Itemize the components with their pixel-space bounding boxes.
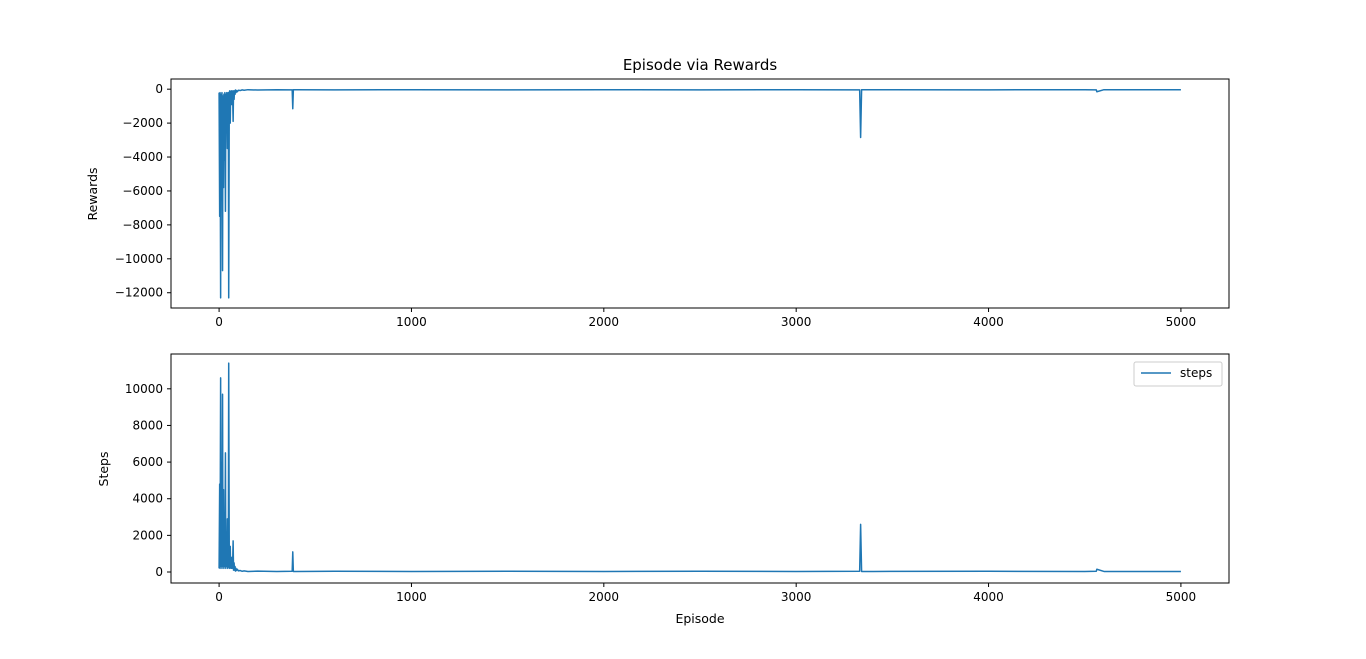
x-tick-label: 0 [215,315,223,329]
y-tick-label: −12000 [115,286,163,300]
y-tick-label: 8000 [132,418,163,432]
y-tick-label: 4000 [132,492,163,506]
x-tick-label: 5000 [1166,590,1197,604]
y-tick-label: −8000 [122,218,163,232]
legend-frame [1133,361,1223,387]
y-tick-label: −2000 [122,116,163,130]
axes-frame [170,78,1230,309]
series-line-plot0-0 [218,88,1181,299]
y-axis-label-rewards: Rewards [85,167,100,220]
chart-title: Episode via Rewards [623,56,778,74]
x-tick-label: 3000 [781,590,812,604]
x-tick-label: 3000 [781,315,812,329]
y-tick-label: 0 [155,565,163,579]
x-tick-label: 4000 [973,315,1004,329]
y-tick-label: −4000 [122,150,163,164]
y-tick-label: −10000 [115,252,163,266]
x-tick-label: 1000 [396,590,427,604]
x-tick-label: 2000 [589,590,620,604]
x-tick-label: 2000 [589,315,620,329]
legend: steps [1133,361,1223,387]
series-line-steps [218,362,1181,573]
rewards-plot: 0 1000 2000 3000 4000 5000 0 −2000 −4000 −6000 −80… [115,78,1230,329]
steps-plot: 0 1000 2000 3000 4000 5000 0 2000 4000 6000 8000 10… [125,353,1230,604]
x-axis-label-episode: Episode [675,611,724,626]
x-tick-label: 4000 [973,590,1004,604]
y-tick-label: 10000 [125,382,163,396]
y-axis-label-steps: Steps [96,452,111,487]
y-tick-label: 6000 [132,455,163,469]
x-tick-label: 1000 [396,315,427,329]
x-tick-label: 5000 [1166,315,1197,329]
y-tick-label: 2000 [132,528,163,542]
axes-frame [170,353,1230,584]
legend-label-steps: steps [1180,366,1212,380]
y-tick-label: 0 [155,82,163,96]
x-tick-label: 0 [215,590,223,604]
y-tick-label: −6000 [122,184,163,198]
